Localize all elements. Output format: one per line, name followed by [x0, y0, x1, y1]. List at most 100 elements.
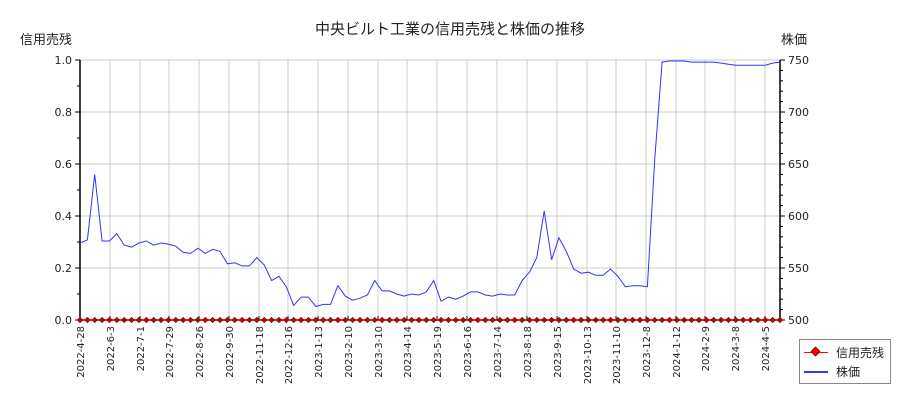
credit-marker	[688, 316, 695, 324]
x-tick-label: 2022-11-18	[255, 326, 266, 384]
credit-marker	[747, 316, 754, 324]
axis-ticks: 0.0 500 0.2 550 0.4 600 0.6 650 0.8 700 1.0 750 2022…	[55, 54, 810, 384]
x-tick-label: 2024-4-5	[761, 326, 772, 371]
legend-label-price: 株価	[836, 364, 861, 379]
credit-marker	[150, 316, 157, 324]
x-tick-label: 2023-2-10	[344, 326, 355, 378]
x-tick-label: 2024-1-12	[672, 326, 683, 378]
credit-marker	[629, 316, 636, 324]
x-tick-label: 2023-8-18	[523, 326, 534, 378]
credit-marker	[231, 316, 238, 324]
credit-marker	[312, 316, 319, 324]
credit-marker	[459, 316, 467, 324]
x-tick-label: 2022-12-16	[284, 326, 295, 384]
left-tick-label: 0.8	[55, 106, 73, 119]
diamond-marker-icon	[804, 346, 828, 358]
credit-marker	[474, 316, 482, 324]
legend: 信用売残 株価	[799, 339, 891, 384]
x-tick-label: 2022-8-26	[195, 326, 206, 378]
legend-item-credit: 信用売残	[800, 343, 884, 361]
credit-marker	[113, 316, 121, 324]
credit-marker	[408, 316, 415, 324]
credit-marker	[165, 316, 172, 324]
left-axis-label: 信用売残	[20, 33, 73, 48]
credit-marker	[415, 316, 423, 324]
credit-marker	[121, 316, 128, 324]
credit-marker	[84, 316, 91, 324]
credit-marker	[526, 316, 533, 324]
x-tick-label: 2022-7-1	[136, 326, 147, 371]
credit-marker	[636, 316, 644, 324]
credit-marker	[754, 316, 762, 324]
credit-marker	[695, 316, 703, 324]
credit-marker	[378, 316, 386, 324]
left-tick-label: 0.4	[55, 210, 73, 223]
credit-marker	[76, 316, 84, 324]
credit-marker	[445, 316, 452, 324]
credit-marker	[334, 316, 342, 324]
credit-marker	[305, 316, 312, 324]
x-tick-label: 2023-5-19	[433, 326, 444, 378]
credit-marker	[504, 316, 511, 324]
credit-marker	[555, 316, 563, 324]
credit-marker	[106, 316, 113, 324]
credit-marker	[238, 316, 246, 324]
x-tick-label: 2023-9-15	[553, 326, 564, 378]
left-tick-label: 0.2	[55, 262, 73, 275]
credit-marker	[673, 316, 681, 324]
x-tick-label: 2023-11-10	[612, 326, 623, 384]
x-tick-label: 2024-3-8	[731, 326, 742, 371]
left-tick-label: 1.0	[55, 54, 73, 67]
credit-marker	[776, 316, 784, 324]
x-tick-label: 2022-6-3	[106, 326, 117, 371]
legend-label-credit: 信用売残	[836, 345, 885, 360]
x-tick-label: 2022-9-30	[225, 326, 236, 378]
credit-marker	[541, 316, 548, 324]
credit-marker	[717, 316, 725, 324]
credit-marker	[135, 316, 143, 324]
credit-marker	[533, 316, 541, 324]
credit-marker	[253, 316, 261, 324]
credit-marker	[327, 316, 334, 324]
credit-marker	[762, 316, 769, 324]
credit-marker	[349, 316, 356, 324]
credit-marker	[703, 316, 710, 324]
credit-marker	[563, 316, 570, 324]
credit-marker	[371, 316, 378, 324]
right-tick-label: 500	[788, 314, 809, 327]
credit-marker	[577, 316, 585, 324]
right-tick-label: 550	[788, 262, 809, 275]
credit-marker	[172, 316, 179, 324]
x-tick-label: 2022-4-28	[76, 326, 87, 378]
credit-marker	[268, 316, 275, 324]
credit-marker	[187, 316, 194, 324]
credit-marker	[98, 316, 106, 324]
x-tick-label: 2023-4-14	[403, 326, 414, 378]
x-tick-label: 2024-2-9	[701, 326, 712, 371]
credit-marker	[467, 316, 474, 324]
left-tick-label: 0.0	[55, 314, 73, 327]
right-tick-label: 650	[788, 158, 809, 171]
credit-marker	[297, 316, 305, 324]
credit-marker	[599, 316, 607, 324]
credit-marker	[548, 316, 555, 324]
credit-marker	[644, 316, 651, 324]
x-tick-label: 2023-10-13	[583, 326, 594, 384]
credit-marker	[91, 316, 98, 324]
right-axis-label: 株価	[781, 33, 808, 48]
legend-item-price: 株価	[800, 362, 860, 380]
chart-title: 中央ビルト工業の信用売残と株価の推移	[314, 20, 585, 38]
credit-marker	[290, 316, 297, 324]
credit-marker	[246, 316, 253, 324]
right-tick-label: 600	[788, 210, 809, 223]
credit-marker	[342, 316, 349, 324]
credit-marker	[518, 316, 526, 324]
price-line	[79, 60, 781, 308]
x-tick-label: 2023-12-8	[642, 326, 653, 378]
credit-marker	[261, 316, 268, 324]
credit-marker	[496, 316, 504, 324]
x-tick-label: 2023-3-10	[374, 326, 385, 378]
credit-marker	[710, 316, 717, 324]
credit-marker	[224, 316, 231, 324]
credit-marker	[489, 316, 496, 324]
